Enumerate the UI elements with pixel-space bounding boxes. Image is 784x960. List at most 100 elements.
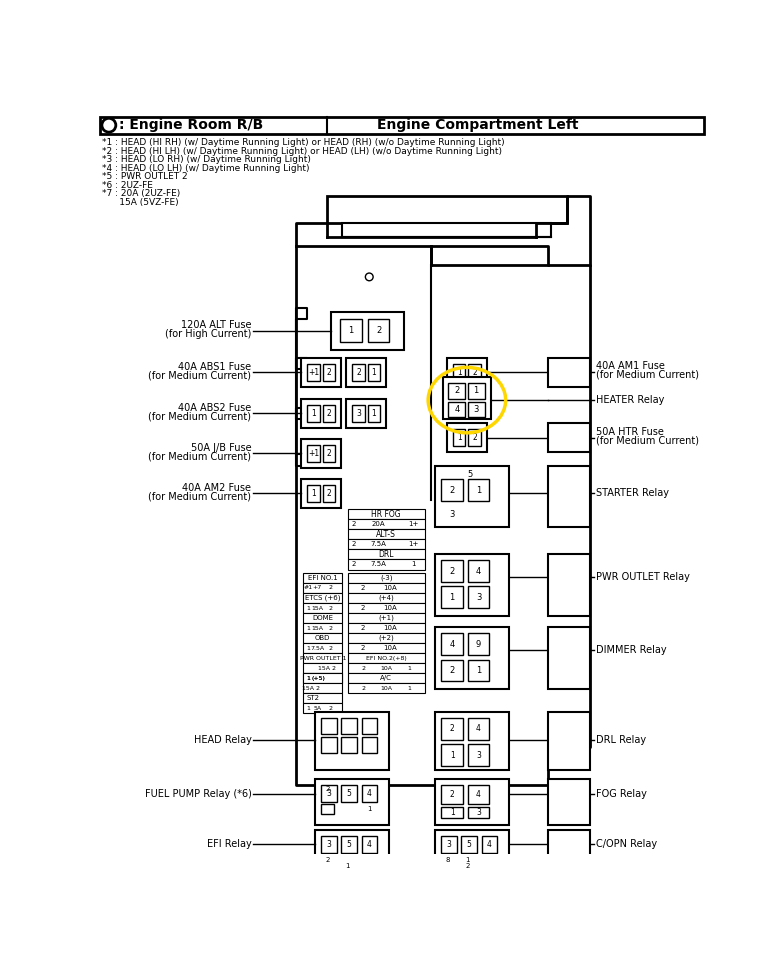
Bar	[323, 405, 335, 421]
Bar	[468, 401, 485, 417]
Text: 5: 5	[347, 789, 351, 798]
Bar	[468, 718, 489, 739]
Text: 1: 1	[457, 368, 462, 377]
Bar	[469, 429, 481, 446]
Bar	[441, 744, 463, 766]
Text: 15A (5VZ-FE): 15A (5VZ-FE)	[102, 198, 179, 206]
Text: C/OPN Relay: C/OPN Relay	[596, 839, 657, 850]
Bar	[481, 836, 497, 852]
Bar	[341, 855, 354, 866]
Text: 2: 2	[105, 120, 113, 131]
Text: DRL Relay: DRL Relay	[596, 735, 646, 745]
Circle shape	[365, 273, 373, 280]
Text: ALT-S: ALT-S	[376, 530, 396, 539]
Text: 15A: 15A	[311, 606, 323, 611]
Bar	[448, 401, 466, 417]
Text: *2 : HEAD (HI LH) (w/ Daytime Running Light) or HEAD (LH) (w/o Daytime Running L: *2 : HEAD (HI LH) (w/ Daytime Running Li…	[102, 147, 502, 156]
Text: 7.5A: 7.5A	[371, 541, 387, 547]
Bar	[347, 510, 425, 519]
Bar	[441, 855, 454, 866]
Text: 3: 3	[449, 510, 455, 518]
Text: Engine Compartment Left: Engine Compartment Left	[377, 118, 579, 132]
Text: PWR OUTLET 1: PWR OUTLET 1	[299, 656, 346, 660]
Text: 4: 4	[476, 566, 481, 576]
Text: 2: 2	[361, 645, 365, 651]
Text: FUEL PUMP Relay (*6): FUEL PUMP Relay (*6)	[144, 788, 252, 799]
Text: *3 : HEAD (LO RH) (w/ Daytime Running Light): *3 : HEAD (LO RH) (w/ Daytime Running Li…	[102, 156, 310, 164]
Bar	[347, 584, 425, 593]
Bar	[347, 643, 425, 654]
Bar	[361, 718, 377, 733]
Text: 3: 3	[326, 840, 332, 849]
Bar	[301, 398, 341, 428]
Text: 1: 1	[450, 807, 455, 817]
Bar	[303, 593, 342, 604]
Bar	[347, 623, 425, 634]
Text: 2: 2	[328, 586, 332, 590]
Bar	[323, 485, 335, 502]
Text: 5: 5	[467, 470, 473, 479]
Bar	[448, 383, 466, 398]
Text: 10A: 10A	[383, 625, 397, 631]
Bar	[341, 718, 357, 733]
Text: (+2): (+2)	[379, 635, 394, 641]
Bar	[547, 779, 590, 826]
Text: 50A J/B Fuse: 50A J/B Fuse	[191, 443, 252, 453]
Text: DOME: DOME	[312, 615, 333, 621]
Bar	[368, 320, 390, 343]
Bar	[441, 806, 463, 818]
Text: 15A: 15A	[311, 626, 323, 631]
Text: *5 : PWR OUTLET 2: *5 : PWR OUTLET 2	[102, 172, 187, 181]
Text: 2: 2	[361, 665, 365, 670]
Bar	[331, 312, 404, 350]
Text: 1: 1	[306, 606, 310, 611]
Bar	[361, 785, 377, 802]
Text: (for Medium Current): (for Medium Current)	[148, 371, 252, 380]
Text: 1: 1	[348, 326, 354, 335]
Text: 1: 1	[306, 706, 310, 710]
Bar	[468, 561, 489, 582]
Text: (+5): (+5)	[312, 676, 326, 681]
Bar	[462, 855, 474, 866]
Text: 5A: 5A	[314, 706, 321, 710]
Bar	[369, 887, 447, 901]
Text: 3: 3	[476, 751, 481, 759]
Bar	[347, 654, 425, 663]
Text: +7: +7	[313, 586, 322, 590]
Text: (for Medium Current): (for Medium Current)	[596, 436, 699, 445]
Bar	[468, 479, 489, 501]
Text: 2: 2	[450, 790, 455, 799]
Text: 1: 1	[476, 666, 481, 675]
Text: 2: 2	[450, 725, 455, 733]
Text: (-3): (-3)	[380, 575, 393, 581]
Text: OBD: OBD	[315, 635, 330, 641]
Bar	[435, 829, 509, 876]
Bar	[468, 383, 485, 398]
Text: 2: 2	[327, 448, 332, 458]
Bar	[321, 855, 334, 866]
Text: 1: 1	[306, 676, 310, 681]
Text: PWR OUTLET Relay: PWR OUTLET Relay	[596, 572, 689, 582]
Text: 4: 4	[367, 840, 372, 849]
Text: HEATER Relay: HEATER Relay	[596, 396, 664, 405]
Text: 2: 2	[376, 326, 381, 335]
Bar	[303, 654, 342, 663]
Text: 2: 2	[325, 856, 329, 863]
Text: 2: 2	[328, 706, 332, 710]
Text: 2: 2	[327, 489, 332, 498]
Text: 2: 2	[327, 368, 332, 377]
Text: 2: 2	[361, 685, 365, 690]
Bar	[303, 623, 342, 634]
Bar	[341, 785, 357, 802]
Text: 50A HTR Fuse: 50A HTR Fuse	[596, 427, 663, 438]
Bar	[441, 718, 463, 739]
Text: 40A AM2 Fuse: 40A AM2 Fuse	[183, 483, 252, 492]
Text: 1: 1	[474, 386, 479, 396]
Bar	[347, 604, 425, 613]
Bar	[468, 744, 489, 766]
Bar	[321, 718, 336, 733]
Text: (for Medium Current): (for Medium Current)	[148, 492, 252, 501]
Bar	[441, 836, 457, 852]
Text: 1: 1	[450, 751, 455, 759]
Bar	[347, 549, 425, 560]
